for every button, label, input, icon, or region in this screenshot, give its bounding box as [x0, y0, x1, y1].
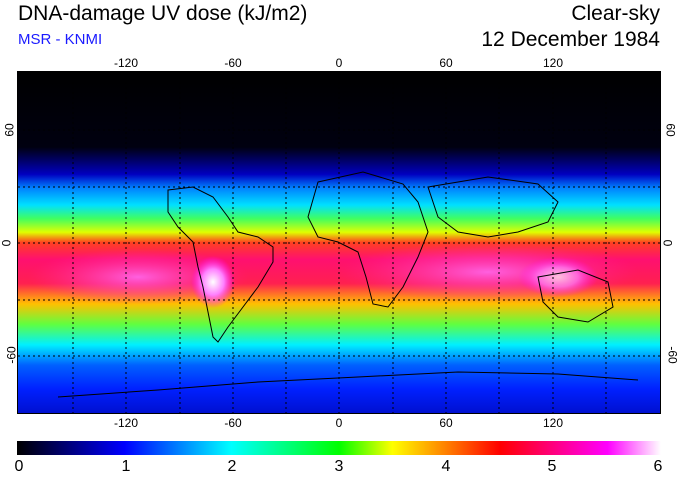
lon-tick-top: -60: [224, 56, 242, 70]
lat-tick-right: 60: [663, 123, 678, 137]
lon-tick-top: -120: [113, 56, 139, 70]
lon-tick-top: 0: [335, 56, 343, 70]
lon-tick-bottom: 120: [542, 416, 564, 430]
map-title: DNA-damage UV dose (kJ/m2): [18, 2, 308, 25]
sky-condition-label: Clear-sky: [571, 2, 660, 25]
lon-tick-top: 120: [542, 56, 564, 70]
colorbar-label: 4: [441, 458, 451, 475]
colorbar-gradient: [17, 441, 661, 455]
uv-peak-andes: [191, 256, 235, 308]
lat-tick-right: 0: [660, 239, 675, 247]
colorbar-label: 5: [547, 458, 557, 475]
colorbar-label: 0: [14, 458, 24, 475]
date-label: 12 December 1984: [481, 28, 660, 51]
lon-tick-bottom: 0: [335, 416, 343, 430]
graticule: [18, 72, 660, 413]
colorbar-label: 6: [653, 458, 663, 475]
colorbar-label: 3: [334, 458, 344, 475]
lon-tick-bottom: -120: [113, 416, 139, 430]
lat-tick-left: 60: [2, 123, 17, 137]
source-label: MSR - KNMI: [18, 31, 103, 48]
uv-dose-map: [17, 71, 661, 414]
uv-peak-australia: [518, 257, 598, 297]
coastlines: [57, 171, 639, 398]
lon-tick-top: 60: [439, 56, 453, 70]
lat-tick-left: 0: [0, 239, 14, 247]
lon-tick-bottom: -60: [224, 416, 242, 430]
colorbar-label: 2: [227, 458, 237, 475]
colorbar-label: 1: [121, 458, 131, 475]
lat-tick-right: -60: [665, 346, 678, 364]
lon-tick-bottom: 60: [439, 416, 453, 430]
colorbar: [17, 441, 661, 455]
map-canvas: [18, 72, 660, 413]
